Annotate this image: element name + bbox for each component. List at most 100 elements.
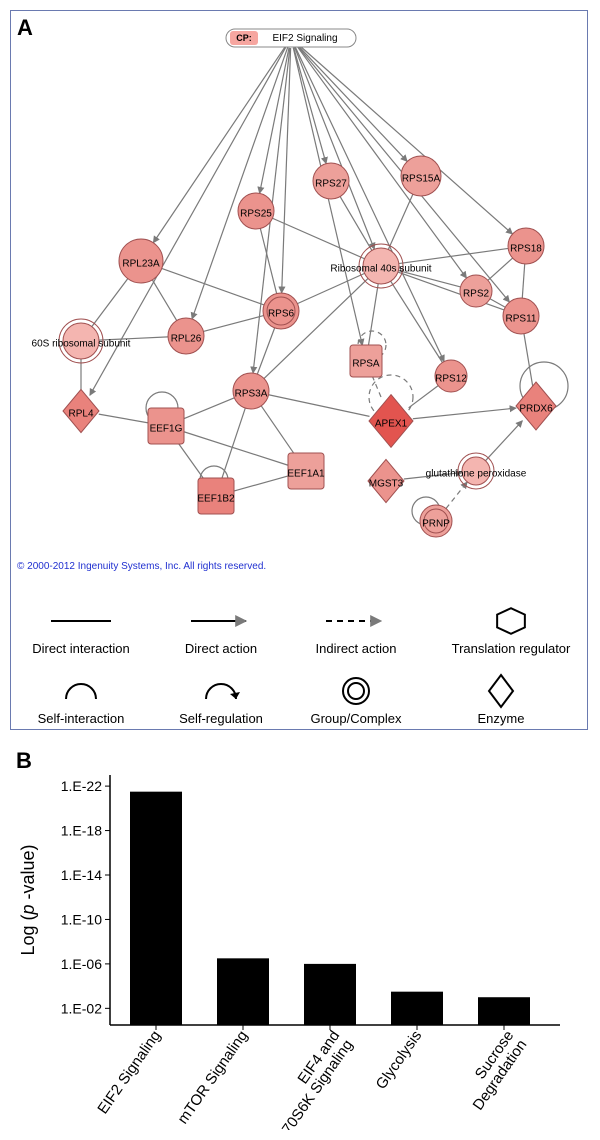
node-RPS3A: RPS3A [233, 373, 269, 409]
edge [295, 47, 444, 362]
edge [203, 316, 263, 332]
node-RPL26: RPL26 [168, 318, 204, 354]
bar [478, 997, 530, 1025]
edge [297, 273, 364, 303]
edge [297, 46, 467, 278]
node-RPS6: RPS6 [263, 293, 299, 329]
legend-selfreg: Self-regulation [179, 684, 263, 726]
legend-label: Indirect action [316, 641, 397, 656]
node-RPS18: RPS18 [508, 228, 544, 264]
y-axis-label: Log (p -value) [18, 844, 38, 955]
legend-diamond: Enzyme [478, 675, 525, 726]
node-label: RPS15A [402, 174, 441, 185]
edge [261, 406, 296, 456]
header-title: EIF2 Signaling [272, 33, 337, 44]
edge [257, 328, 274, 374]
node-label: MGST3 [369, 479, 404, 490]
bar-label: EIF4 andp70S6K Signaling [261, 1028, 356, 1130]
bar [304, 964, 356, 1025]
edge [340, 197, 372, 251]
edge [368, 284, 378, 345]
node-MGST3: MGST3 [368, 459, 404, 502]
edge [183, 398, 235, 419]
node-label: RPS3A [235, 389, 268, 400]
node-label: 60S ribosomal subunit [32, 339, 131, 350]
edge [152, 280, 176, 321]
node-label: RPS6 [268, 309, 295, 320]
bar [391, 992, 443, 1025]
edge [446, 482, 467, 509]
legend-darrow: Indirect action [316, 621, 397, 656]
node-label: PRNP [422, 519, 450, 530]
edge [260, 48, 289, 194]
bar-label: mTOR Signaling [174, 1028, 251, 1128]
bar [130, 792, 182, 1025]
node-label: RPS27 [315, 179, 347, 190]
ytick-label: 1.E-18 [61, 823, 102, 839]
node-EEF1A1: EEF1A1 [287, 453, 325, 489]
legend-label: Direct action [185, 641, 257, 656]
edge [485, 421, 522, 461]
node-label: EEF1B2 [197, 494, 235, 505]
node-PRNP: PRNP [420, 505, 452, 537]
node-RPS11: RPS11 [503, 298, 539, 334]
node-RPSA: RPSA [350, 345, 382, 377]
node-label: RPL4 [68, 409, 93, 420]
edge [522, 264, 524, 298]
legend-label: Enzyme [478, 711, 525, 726]
ytick-label: 1.E-06 [61, 956, 102, 972]
panel-b-label: B [16, 748, 32, 774]
node-label: RPS25 [240, 209, 272, 220]
legend-line: Direct interaction [32, 621, 130, 656]
legend-label: Group/Complex [310, 711, 402, 726]
edge [372, 376, 382, 401]
legend-label: Translation regulator [452, 641, 571, 656]
edge [524, 334, 533, 387]
legend-hexagon: Translation regulator [452, 608, 571, 656]
edge [269, 395, 370, 417]
node-RPS2: RPS2 [460, 275, 492, 307]
edge [399, 248, 508, 263]
node-label: RPS11 [506, 314, 537, 325]
edge [413, 408, 516, 419]
node-EEF1G: EEF1G [148, 408, 184, 444]
edge [391, 281, 443, 362]
bar-label: Glycolysis [373, 1028, 426, 1093]
node-label: APEX1 [375, 419, 408, 430]
node-APEX1: APEX1 [369, 395, 413, 448]
node-label: RPL26 [171, 334, 202, 345]
legend-dcircle: Group/Complex [310, 678, 402, 726]
node-label: RPSA [352, 359, 380, 370]
ytick-label: 1.E-14 [61, 867, 102, 883]
edge [272, 218, 364, 259]
node-label: EEF1G [150, 424, 183, 435]
node-R60S: 60S ribosomal subunit [32, 319, 131, 363]
node-label: RPS18 [510, 244, 542, 255]
panel-a-label: A [17, 15, 33, 41]
ytick-label: 1.E-10 [61, 911, 102, 927]
legend-label: Self-regulation [179, 711, 263, 726]
node-PRDX6: PRDX6 [516, 382, 556, 430]
header-prefix: CP: [236, 33, 252, 43]
bar-label: SucroseDegradation [456, 1028, 530, 1114]
node-label: Ribosomal 40s subunit [330, 264, 431, 275]
node-RPS27: RPS27 [313, 163, 349, 199]
node-label: EEF1A1 [287, 469, 325, 480]
panel-a: A © 2000-2012 Ingenuity Systems, Inc. Al… [10, 10, 588, 730]
edge [388, 194, 413, 249]
edge [162, 268, 264, 305]
ytick-label: 1.E-02 [61, 1000, 102, 1016]
network-diagram: CP: EIF2 Signaling RPS27 RPS15A RPS25 RPL23A R… [11, 11, 589, 731]
legend-label: Direct interaction [32, 641, 130, 656]
node-RPS15A: RPS15A [401, 156, 441, 196]
legend-arrow: Direct action [185, 621, 257, 656]
node-label: RPS2 [463, 289, 490, 300]
edge [295, 47, 375, 249]
edge [99, 414, 149, 423]
edge [488, 258, 513, 280]
node-RPL23A: RPL23A [119, 239, 163, 283]
node-label: PRDX6 [519, 404, 553, 415]
edge [298, 45, 407, 161]
edge [222, 408, 246, 479]
bar [217, 958, 269, 1025]
